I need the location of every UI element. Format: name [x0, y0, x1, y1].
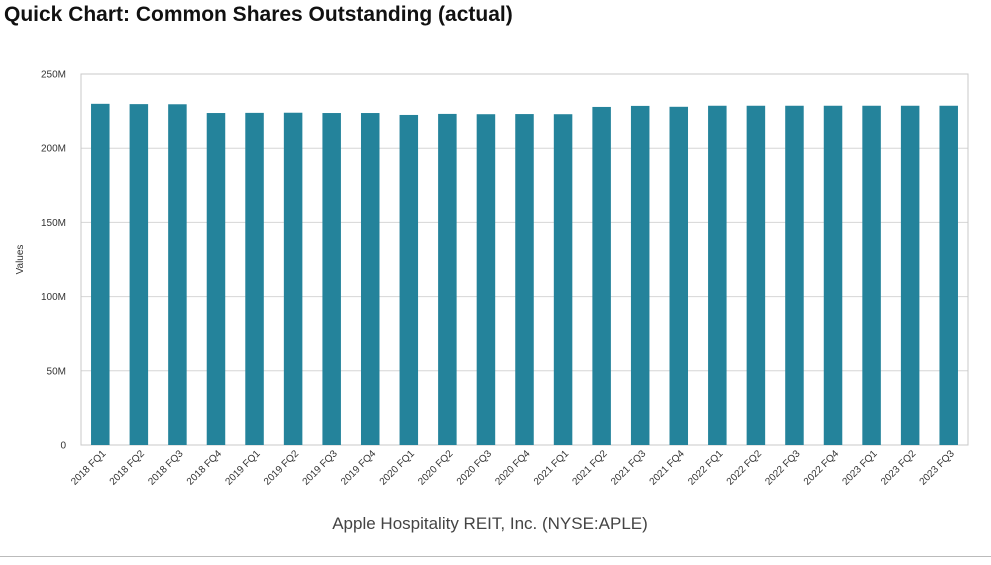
x-tick-labels: 2018 FQ1 2018 FQ2 2018 FQ3 2018 FQ4 2019 FQ1… [69, 448, 957, 488]
y-tick-label: 100M [41, 292, 66, 303]
x-tick-label: 2021 FQ2 [571, 448, 611, 488]
bar [669, 106, 689, 446]
bar [862, 105, 881, 445]
bar [206, 113, 226, 445]
bar [785, 105, 804, 445]
bar [245, 112, 264, 445]
x-tick-label: 2020 FQ4 [493, 448, 533, 488]
bar [360, 113, 380, 445]
x-tick-label: 2022 FQ1 [686, 448, 726, 488]
bottom-divider [0, 556, 991, 557]
x-tick-label: 2021 FQ3 [609, 448, 649, 488]
bar [515, 114, 534, 446]
x-tick-label: 2022 FQ3 [763, 448, 803, 488]
x-tick-label: 2023 FQ3 [918, 448, 958, 488]
x-tick-label: 2019 FQ1 [223, 448, 263, 488]
x-tick-label: 2018 FQ4 [185, 448, 225, 488]
x-tick-label: 2022 FQ4 [802, 448, 842, 488]
chart-title: Quick Chart: Common Shares Outstanding (… [4, 3, 513, 26]
bar [168, 104, 187, 446]
y-tick-label: 200M [41, 144, 66, 155]
bar [399, 114, 419, 445]
bar [322, 113, 341, 445]
bar [283, 112, 303, 446]
y-tick-label: 0 [60, 441, 66, 452]
bar [476, 114, 496, 445]
x-tick-label: 2018 FQ3 [146, 448, 186, 488]
x-tick-label: 2022 FQ2 [725, 448, 765, 488]
bar [592, 106, 611, 446]
x-tick-label: 2023 FQ1 [840, 448, 880, 488]
x-tick-label: 2020 FQ1 [378, 448, 418, 488]
y-tick-label: 250M [41, 70, 66, 81]
bar [91, 103, 110, 445]
x-tick-label: 2020 FQ3 [455, 448, 495, 488]
bar [553, 114, 573, 445]
x-tick-label: 2020 FQ2 [416, 448, 456, 488]
x-axis-title: Apple Hospitality REIT, Inc. (NYSE:APLE) [332, 514, 648, 533]
y-tick-labels: 0 50M 100M 150M 200M 250M [41, 70, 66, 452]
x-tick-label: 2018 FQ1 [69, 448, 109, 488]
y-tick-label: 50M [47, 366, 66, 377]
x-tick-label: 2019 FQ2 [262, 448, 302, 488]
bar [900, 105, 920, 445]
bar [708, 105, 727, 445]
x-tick-label: 2019 FQ4 [339, 448, 379, 488]
y-tick-label: 150M [41, 218, 66, 229]
bar [939, 105, 958, 445]
bar [129, 104, 149, 446]
y-axis-label: Values [15, 245, 26, 275]
x-tick-label: 2021 FQ1 [532, 448, 572, 488]
x-tick-label: 2023 FQ2 [879, 448, 919, 488]
bar [438, 113, 457, 445]
bar [630, 105, 650, 445]
x-tick-label: 2021 FQ4 [648, 448, 688, 488]
x-tick-label: 2018 FQ2 [108, 448, 148, 488]
bars [91, 103, 958, 446]
bar [823, 105, 843, 445]
x-tick-label: 2019 FQ3 [301, 448, 341, 488]
bar [746, 105, 766, 445]
